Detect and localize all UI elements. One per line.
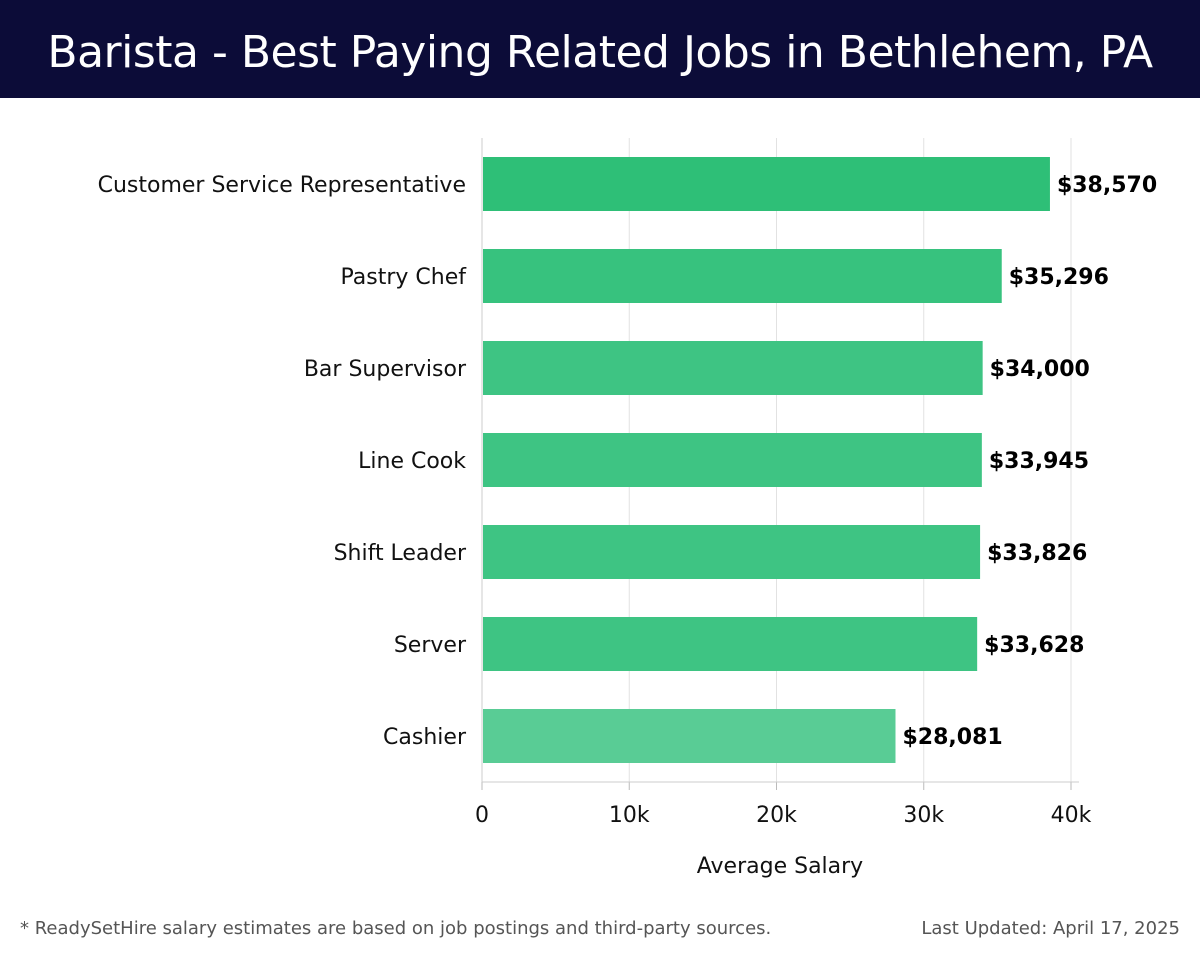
value-label: $28,081	[902, 725, 1002, 750]
value-label: $34,000	[990, 357, 1090, 382]
value-label: $35,296	[1009, 265, 1109, 290]
bar	[483, 617, 978, 671]
salary-bar-chart: 0 10k 20k 30k 40k Customer Service Representa…	[98, 138, 1157, 879]
bar	[483, 709, 896, 763]
bar	[483, 341, 983, 395]
x-tick-label: 20k	[756, 803, 797, 828]
chart-title: Barista - Best Paying Related Jobs in Be…	[47, 27, 1153, 78]
category-label: Line Cook	[358, 449, 466, 474]
category-label: Pastry Chef	[341, 265, 468, 290]
category-label: Shift Leader	[334, 541, 467, 566]
bar	[483, 525, 981, 579]
value-label: $33,945	[989, 449, 1089, 474]
value-label: $33,628	[984, 633, 1084, 658]
footnote: * ReadySetHire salary estimates are base…	[20, 918, 772, 939]
category-label: Customer Service Representative	[98, 173, 466, 198]
bar	[483, 433, 982, 487]
x-tick-label: 10k	[609, 803, 650, 828]
value-label: $38,570	[1057, 173, 1157, 198]
bar	[483, 249, 1002, 303]
chart-header: Barista - Best Paying Related Jobs in Be…	[0, 0, 1200, 98]
bar	[483, 157, 1050, 211]
x-tick-label: 30k	[903, 803, 944, 828]
x-tick-label: 40k	[1051, 803, 1092, 828]
value-label: $33,826	[987, 541, 1087, 566]
x-axis-label: Average Salary	[697, 854, 863, 879]
last-updated: Last Updated: April 17, 2025	[921, 918, 1180, 939]
category-label: Server	[394, 633, 467, 658]
category-label: Bar Supervisor	[304, 357, 467, 382]
x-tick-label: 0	[475, 803, 489, 828]
category-label: Cashier	[383, 725, 467, 750]
